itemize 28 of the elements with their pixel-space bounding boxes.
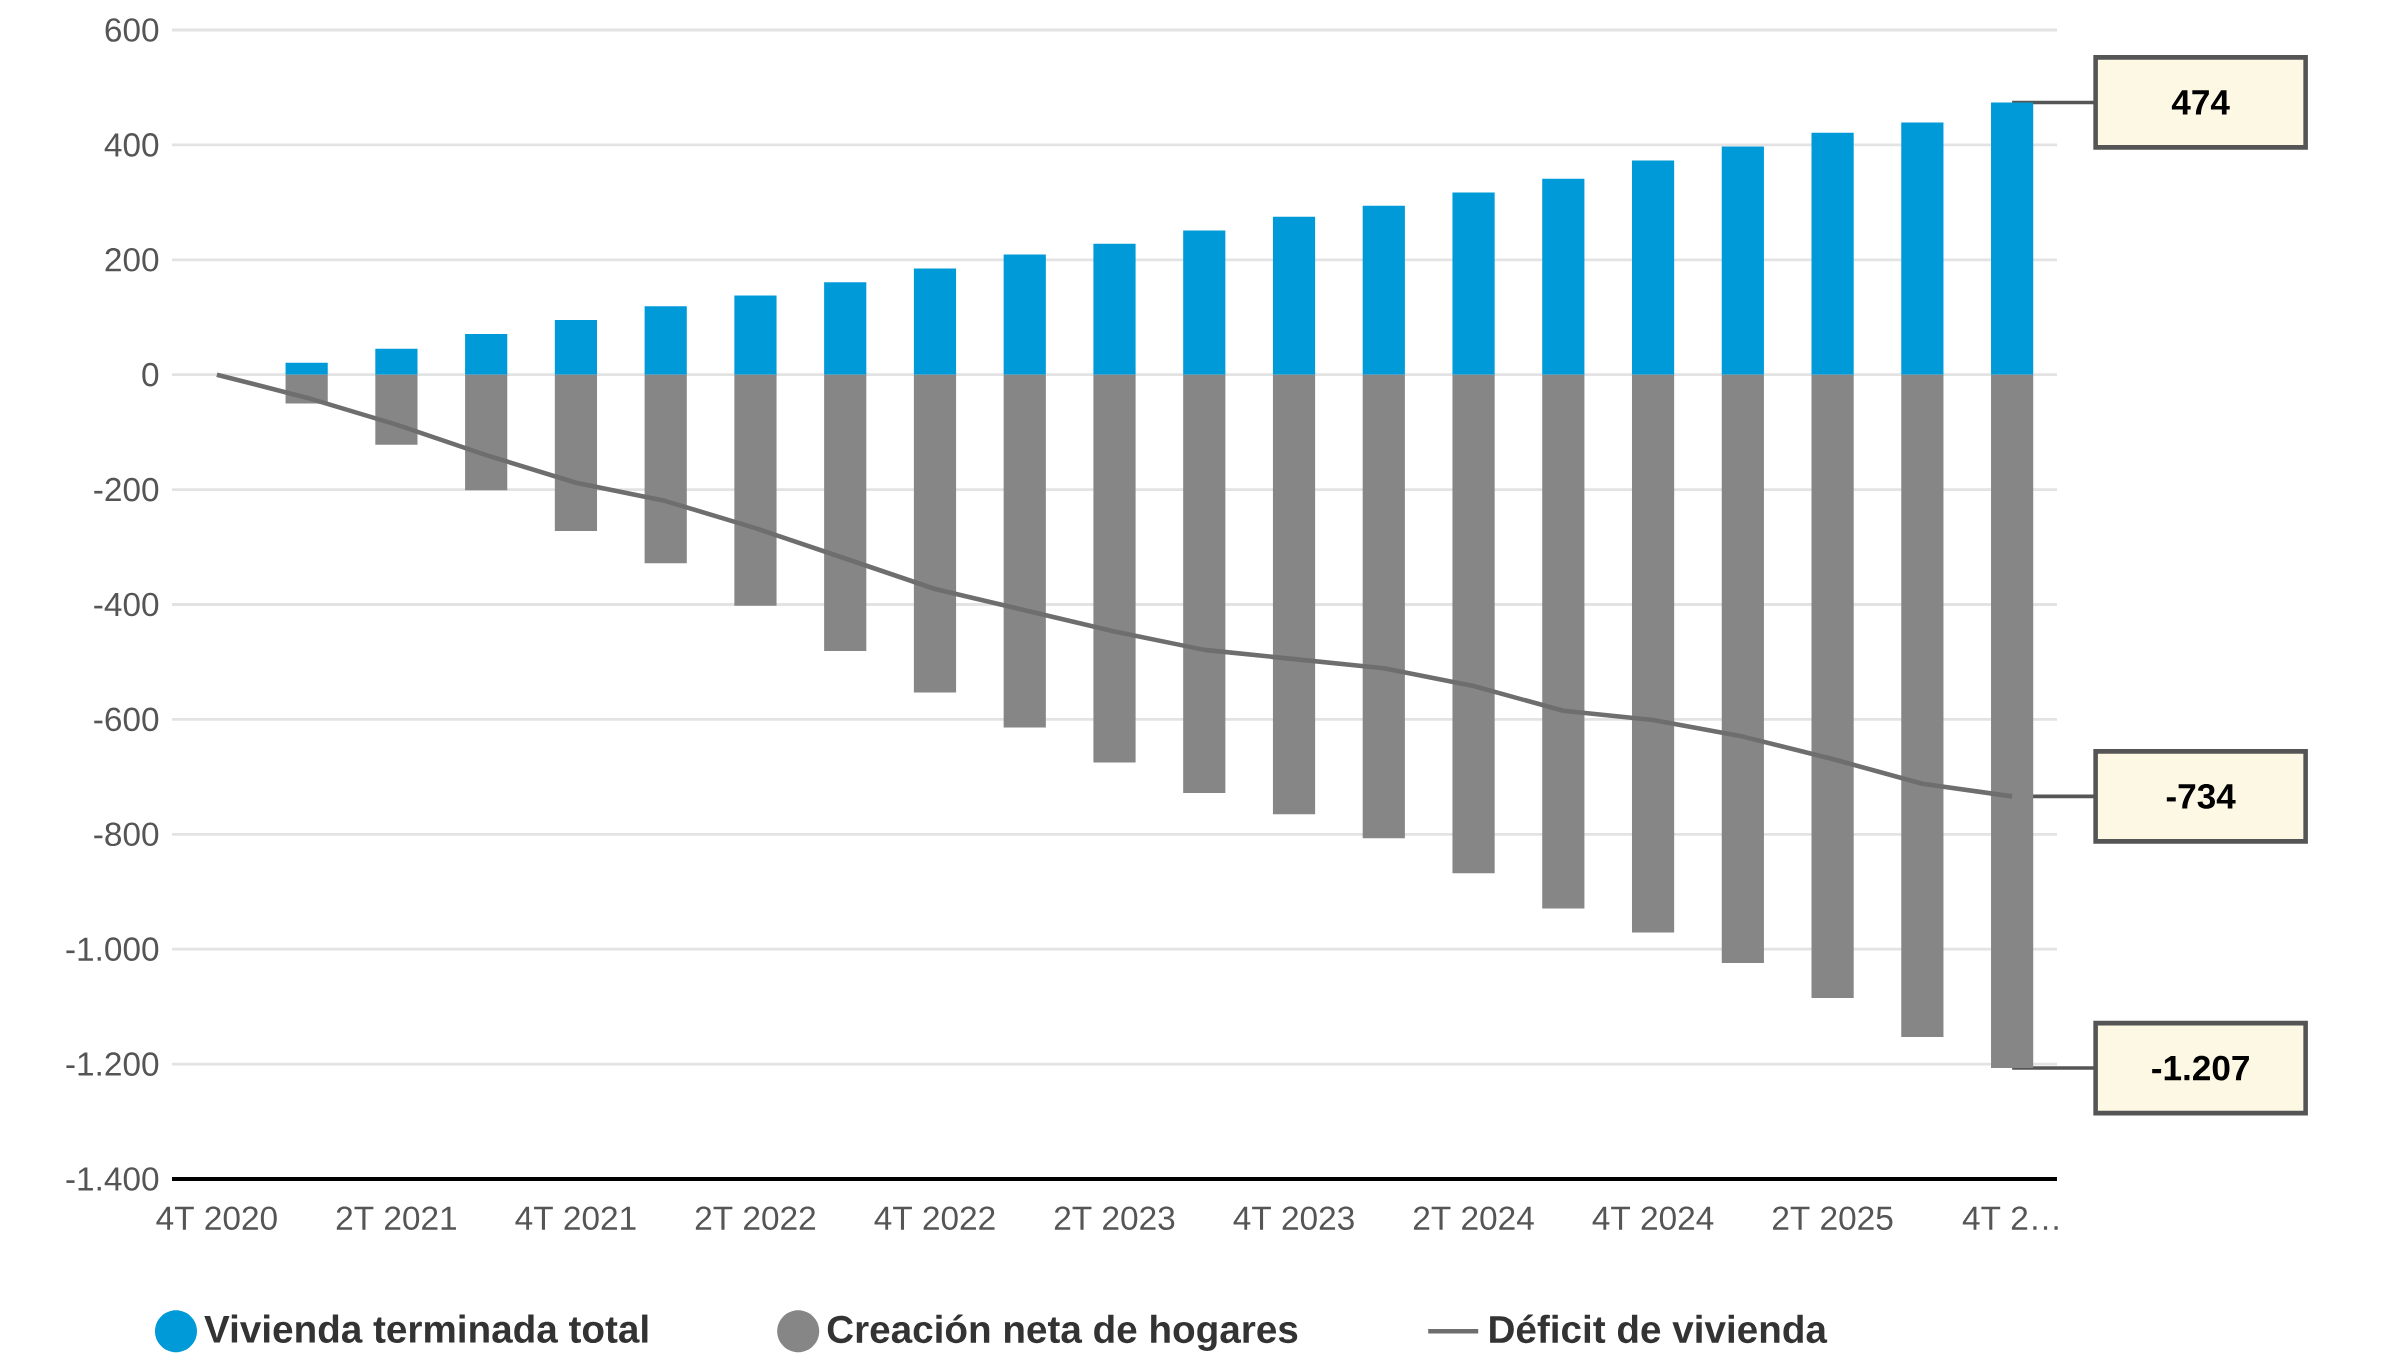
annotation: 474 [2171, 90, 2230, 115]
x-tick-label: 2T 2021 [336, 1206, 456, 1231]
y-tick-label: -1.000 [66, 937, 159, 962]
legend-label: Vivienda terminada total [204, 1314, 648, 1343]
annotation: -1.207 [2152, 1055, 2249, 1081]
y-tick-label: -1.400 [66, 1167, 159, 1191]
y-tick-label: 200 [105, 247, 159, 272]
y-tick-label: -400 [94, 592, 159, 617]
x-tick-label: 4T 2021 [515, 1206, 636, 1231]
y-tick-label: -800 [94, 822, 159, 847]
y-tick-label: -200 [94, 477, 159, 502]
x-tick-label: 4T 2020 [156, 1206, 277, 1231]
x-tick-label: 4T 2024 [1592, 1206, 1714, 1231]
legend-label: Creación neta de hogares [827, 1314, 1298, 1351]
x-tick-label: 2T 2023 [1054, 1206, 1175, 1231]
annotation: -734 [2166, 783, 2236, 809]
legend-label: Déficit de vivienda [1490, 1314, 1828, 1344]
x-tick-label: 2T 2025 [1772, 1206, 1893, 1231]
x-tick-label: 4T 2023 [1233, 1206, 1354, 1231]
x-tick-label: 2T 2022 [695, 1206, 816, 1231]
y-tick-label: -600 [94, 707, 159, 732]
x-tick-label: 4T 2… [1962, 1206, 2058, 1230]
y-tick-label: -1.200 [66, 1052, 159, 1076]
x-tick-label: 4T 2022 [874, 1206, 995, 1231]
y-tick-label: 400 [104, 133, 159, 157]
y-tick-label: 0 [142, 362, 159, 387]
y-tick-label: 600 [105, 18, 159, 42]
x-tick-label: 2T 2024 [1413, 1206, 1534, 1231]
